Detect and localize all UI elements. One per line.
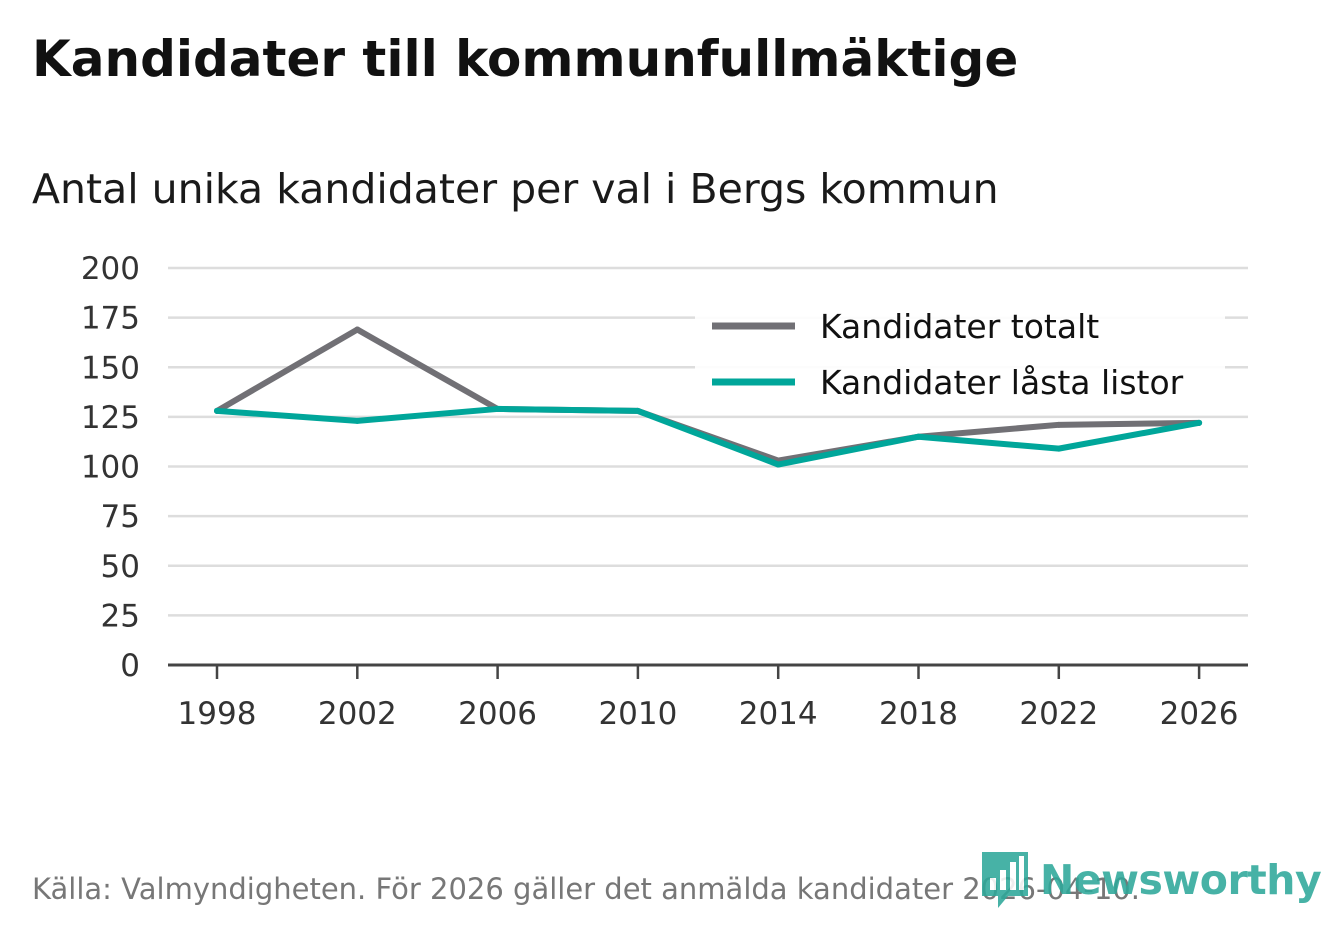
x-axis: 1998 2002 2006 2010 2014 2018 2022 2026 — [168, 663, 1248, 732]
newsworthy-logo: Newsworthy — [980, 850, 1322, 910]
newsworthy-logo-icon — [982, 852, 1028, 908]
y-tick-label-175: 175 — [81, 301, 140, 337]
brand-name: Newsworthy — [1040, 856, 1322, 904]
source-note: Källa: Valmyndigheten. För 2026 gäller d… — [32, 872, 1140, 906]
data-point-lasta-listor-2006 — [494, 405, 501, 412]
data-point-totalt-2002 — [354, 326, 361, 333]
legend-label-lasta-listor: Kandidater låsta listor — [820, 363, 1184, 402]
data-point-lasta-listor-2022 — [1055, 445, 1062, 452]
x-tick-label-2018: 2018 — [879, 696, 958, 732]
x-tick-label-1998: 1998 — [178, 696, 257, 732]
x-tick-label-2014: 2014 — [739, 696, 818, 732]
legend-background — [695, 297, 1225, 415]
data-point-totalt-2022 — [1055, 421, 1062, 428]
data-point-lasta-listor-1998 — [214, 407, 220, 414]
y-axis-labels: 0 25 50 75 100 125 150 175 200 — [81, 251, 140, 684]
legend-label-totalt: Kandidater totalt — [820, 307, 1099, 346]
chart-subtitle: Antal unika kandidater per val i Bergs k… — [32, 165, 999, 213]
chart-title: Kandidater till kommunfullmäktige — [32, 30, 1019, 88]
y-tick-label-200: 200 — [81, 251, 140, 287]
series-line-lasta-listor — [214, 405, 1203, 468]
x-tick-label-2002: 2002 — [318, 696, 397, 732]
y-tick-label-0: 0 — [120, 648, 140, 684]
x-tick-label-2022: 2022 — [1019, 696, 1098, 732]
y-tick-label-125: 125 — [81, 400, 140, 436]
y-tick-label-75: 75 — [101, 499, 140, 535]
legend: Kandidater totalt Kandidater låsta listor — [695, 297, 1225, 415]
x-tick-label-2006: 2006 — [458, 696, 537, 732]
x-tick-label-2010: 2010 — [598, 696, 677, 732]
x-tick-label-2026: 2026 — [1160, 696, 1239, 732]
y-tick-label-100: 100 — [81, 450, 140, 486]
y-tick-label-50: 50 — [101, 549, 140, 585]
series-lines — [214, 326, 1203, 468]
data-point-lasta-listor-2010 — [634, 407, 641, 414]
y-tick-label-150: 150 — [81, 350, 140, 386]
data-point-lasta-listor-2002 — [354, 417, 361, 424]
y-tick-label-25: 25 — [101, 598, 140, 634]
data-point-lasta-listor-2026 — [1196, 419, 1203, 426]
data-point-lasta-listor-2018 — [915, 433, 922, 440]
data-point-lasta-listor-2014 — [775, 461, 782, 468]
